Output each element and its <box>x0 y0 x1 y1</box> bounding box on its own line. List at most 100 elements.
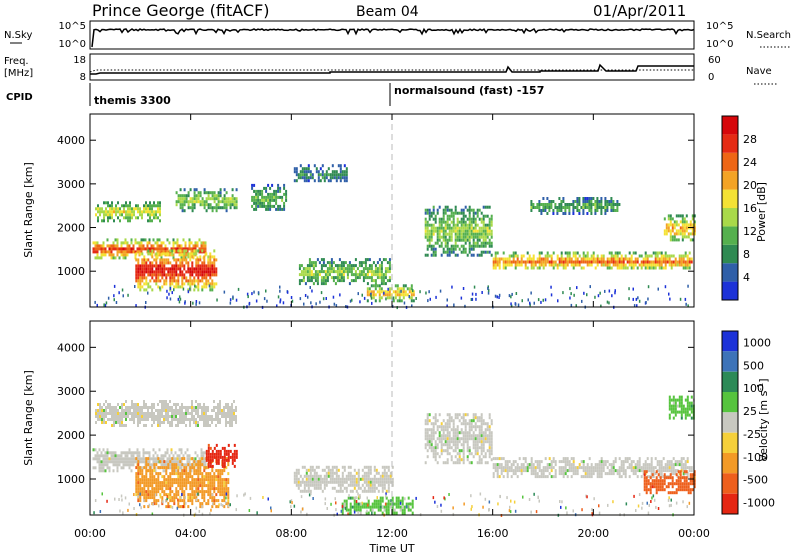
echo-cell <box>438 413 441 417</box>
echo-cell <box>301 489 304 493</box>
echo-cell <box>462 461 465 465</box>
echo-cell <box>618 266 621 270</box>
echo-cell <box>132 250 135 254</box>
echo-cell <box>320 270 323 274</box>
echo-cell <box>440 452 443 456</box>
echo-cell <box>309 176 312 180</box>
echo-cell <box>140 238 143 242</box>
echo-cell <box>203 282 206 286</box>
echo-cell <box>306 276 309 280</box>
speckle-cell <box>179 297 182 301</box>
echo-cell <box>367 474 370 478</box>
echo-cell <box>345 179 348 183</box>
echo-cell <box>572 212 575 215</box>
echo-cell <box>146 460 149 464</box>
echo-cell <box>145 469 148 473</box>
echo-cell <box>362 276 365 280</box>
echo-cell <box>494 466 497 470</box>
echo-cell <box>179 499 182 503</box>
echo-cell <box>145 279 148 283</box>
echo-cell <box>373 511 376 515</box>
echo-cell <box>193 406 195 409</box>
echo-cell <box>476 449 479 453</box>
echo-cell <box>251 204 254 208</box>
echo-cell <box>524 260 527 264</box>
echo-cell <box>233 206 236 210</box>
speckle-cell <box>159 286 161 290</box>
echo-cell <box>606 206 609 209</box>
echo-cell <box>486 440 489 444</box>
echo-cell <box>155 270 158 274</box>
echo-cell <box>361 468 364 472</box>
echo-cell <box>528 257 531 261</box>
echo-cell <box>526 266 529 270</box>
echo-cell <box>691 214 694 218</box>
echo-cell <box>361 505 364 509</box>
echo-cell <box>102 463 105 467</box>
echo-cell <box>159 409 161 412</box>
echo-cell <box>664 260 667 264</box>
echo-cell <box>187 255 190 259</box>
echo-cell <box>604 212 607 215</box>
echo-cell <box>456 413 459 417</box>
echo-cell <box>201 270 204 274</box>
echo-cell <box>458 229 461 233</box>
echo-cell <box>396 293 399 297</box>
echo-cell <box>279 207 282 211</box>
echo-cell <box>468 422 471 426</box>
speckle-cell <box>178 300 181 304</box>
echo-cell <box>165 276 168 280</box>
echo-cell <box>199 194 202 198</box>
echo-cell <box>127 406 129 409</box>
echo-cell <box>209 452 212 456</box>
echo-cell <box>277 207 280 211</box>
echo-cell <box>313 468 316 472</box>
speckle-cell <box>291 299 294 303</box>
echo-cell <box>462 419 465 423</box>
echo-cell <box>132 460 135 464</box>
echo-cell <box>110 244 113 248</box>
echo-cell <box>149 472 152 476</box>
echo-cell <box>194 244 197 248</box>
echo-cell <box>460 226 463 230</box>
echo-cell <box>114 463 117 467</box>
echo-cell <box>552 266 555 270</box>
echo-cell <box>261 201 264 205</box>
echo-cell <box>510 263 513 267</box>
echo-cell <box>424 217 427 221</box>
echo-cell <box>301 173 304 177</box>
echo-cell <box>251 186 254 190</box>
echo-cell <box>452 244 455 248</box>
echo-cell <box>293 179 296 183</box>
echo-cell <box>235 415 237 418</box>
echo-cell <box>169 475 172 479</box>
echo-cell <box>452 428 455 432</box>
echo-cell <box>580 266 583 270</box>
speckle-cell <box>319 300 321 304</box>
echo-cell <box>379 499 382 503</box>
echo-cell <box>209 418 211 421</box>
echo-cell <box>160 244 163 248</box>
echo-cell <box>141 258 144 262</box>
echo-cell <box>358 273 361 277</box>
echo-cell <box>464 434 467 438</box>
echo-cell <box>440 235 443 239</box>
echo-cell <box>345 173 348 177</box>
echo-cell <box>185 197 188 201</box>
echo-cell <box>564 212 567 215</box>
echo-cell <box>391 502 394 506</box>
echo-cell <box>261 192 264 196</box>
echo-cell <box>426 226 429 230</box>
echo-cell <box>147 249 150 253</box>
echo-cell <box>199 484 202 488</box>
echo-cell <box>464 437 467 441</box>
echo-cell <box>163 400 165 403</box>
echo-cell <box>354 279 357 283</box>
echo-cell <box>189 197 192 201</box>
echo-cell <box>221 469 224 473</box>
echo-cell <box>99 412 101 415</box>
echo-cell <box>470 232 473 236</box>
echo-cell <box>366 282 369 286</box>
speckle-cell <box>282 301 285 305</box>
echo-cell <box>209 288 212 292</box>
